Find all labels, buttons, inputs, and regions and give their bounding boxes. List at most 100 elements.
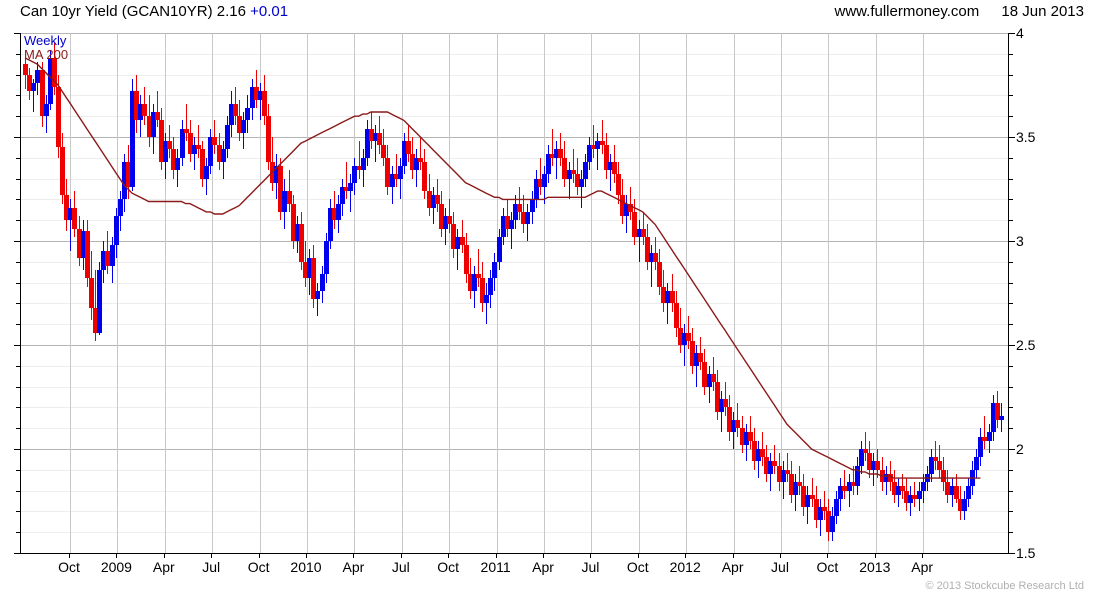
candle-up: [978, 436, 983, 458]
gridline-major: [21, 33, 1009, 34]
candle-down: [72, 207, 77, 229]
candle-wick: [849, 473, 850, 508]
candle-down: [892, 482, 897, 495]
candle-up: [455, 236, 460, 250]
candle-down: [550, 153, 555, 158]
candle-wick: [762, 432, 763, 466]
gridline-vertical: [449, 33, 450, 553]
candle-up: [744, 432, 749, 445]
candle-up: [871, 461, 876, 470]
gridline-minor: [21, 75, 1009, 76]
gridline-minor: [21, 179, 1009, 180]
candle-down: [451, 224, 456, 250]
candle-down: [641, 228, 646, 237]
x-axis-label: Apr: [721, 559, 744, 575]
candle-down: [842, 486, 847, 491]
gridline-major: [21, 241, 1009, 242]
y-tick-left: [16, 75, 20, 76]
candle-down: [735, 419, 740, 429]
candle-down: [85, 230, 90, 279]
candle-wick: [667, 282, 668, 325]
candle-down: [653, 253, 658, 262]
candle-wick: [198, 124, 199, 158]
candle-wick: [737, 403, 738, 437]
y-tick-left: [16, 428, 20, 429]
candle-wick: [346, 161, 347, 200]
candle-down: [93, 307, 98, 333]
candle-down: [814, 498, 819, 520]
candle-down: [521, 211, 526, 225]
candle-up: [818, 507, 823, 520]
y-axis-label: 2.5: [1016, 337, 1036, 353]
candle-up: [315, 290, 320, 300]
candle-wick: [396, 153, 397, 187]
y-axis-label: 3.5: [1016, 129, 1036, 145]
y-tick-right: [1009, 241, 1015, 242]
y-axis-label: 4: [1016, 25, 1024, 41]
candle-down: [287, 191, 292, 204]
y-tick-left: [16, 324, 20, 325]
y-tick-right: [1009, 116, 1013, 117]
y-tick-right: [1009, 470, 1013, 471]
candle-down: [439, 203, 444, 229]
x-tick: [69, 554, 70, 558]
candle-up: [250, 87, 255, 108]
candle-up: [81, 230, 86, 258]
candle-wick: [688, 315, 689, 350]
gridline-vertical: [591, 33, 592, 553]
candle-down: [740, 428, 745, 445]
gridline-vertical: [876, 33, 877, 553]
candle-wick: [713, 357, 714, 391]
candle-up: [501, 216, 506, 237]
gridline-vertical: [70, 33, 71, 553]
candle-down: [702, 361, 707, 387]
x-tick: [116, 554, 117, 558]
candle-wick: [400, 157, 401, 200]
candle-down: [217, 145, 222, 162]
y-axis-left-ticks: [14, 33, 20, 554]
candle-down: [385, 157, 390, 187]
x-axis-label: Oct: [437, 559, 460, 575]
y-tick-right: [1009, 449, 1015, 450]
candle-up: [579, 178, 584, 187]
gridline-vertical: [639, 33, 640, 553]
candle-down: [982, 436, 987, 441]
candle-down: [60, 147, 65, 196]
candle-wick: [799, 465, 800, 495]
candle-down: [764, 457, 769, 474]
candle-down: [690, 340, 695, 366]
candle-up: [472, 274, 477, 291]
x-axis-label: Apr: [152, 559, 175, 575]
y-tick-right: [1009, 95, 1013, 96]
candle-wick: [519, 186, 520, 221]
candle-wick: [556, 141, 557, 179]
y-tick-left: [16, 532, 20, 533]
candle-wick: [602, 120, 603, 154]
candle-up: [509, 220, 514, 229]
candle-down: [418, 157, 423, 162]
candle-up: [513, 203, 518, 221]
candle-down: [912, 494, 917, 499]
candle-up: [834, 498, 839, 516]
candle-down: [200, 149, 205, 179]
candle-wick: [873, 453, 874, 487]
x-tick: [259, 554, 260, 558]
x-axis-label: Jul: [581, 559, 600, 575]
x-tick: [638, 554, 639, 558]
gridline-minor: [21, 262, 1009, 263]
candle-up: [398, 166, 403, 179]
candle-up: [229, 103, 234, 125]
candle-down: [575, 174, 580, 187]
candle-up: [929, 457, 934, 474]
candle-down: [941, 469, 946, 483]
candle-up: [138, 103, 143, 121]
candle-up: [208, 137, 213, 167]
candle-wick: [914, 482, 915, 508]
x-axis-label: 2012: [669, 559, 701, 575]
y-tick-left: [16, 491, 20, 492]
candle-down: [410, 153, 415, 171]
candle-down: [678, 328, 683, 345]
candle-up: [122, 161, 127, 200]
candle-up: [637, 228, 642, 237]
candle-up: [991, 403, 996, 433]
